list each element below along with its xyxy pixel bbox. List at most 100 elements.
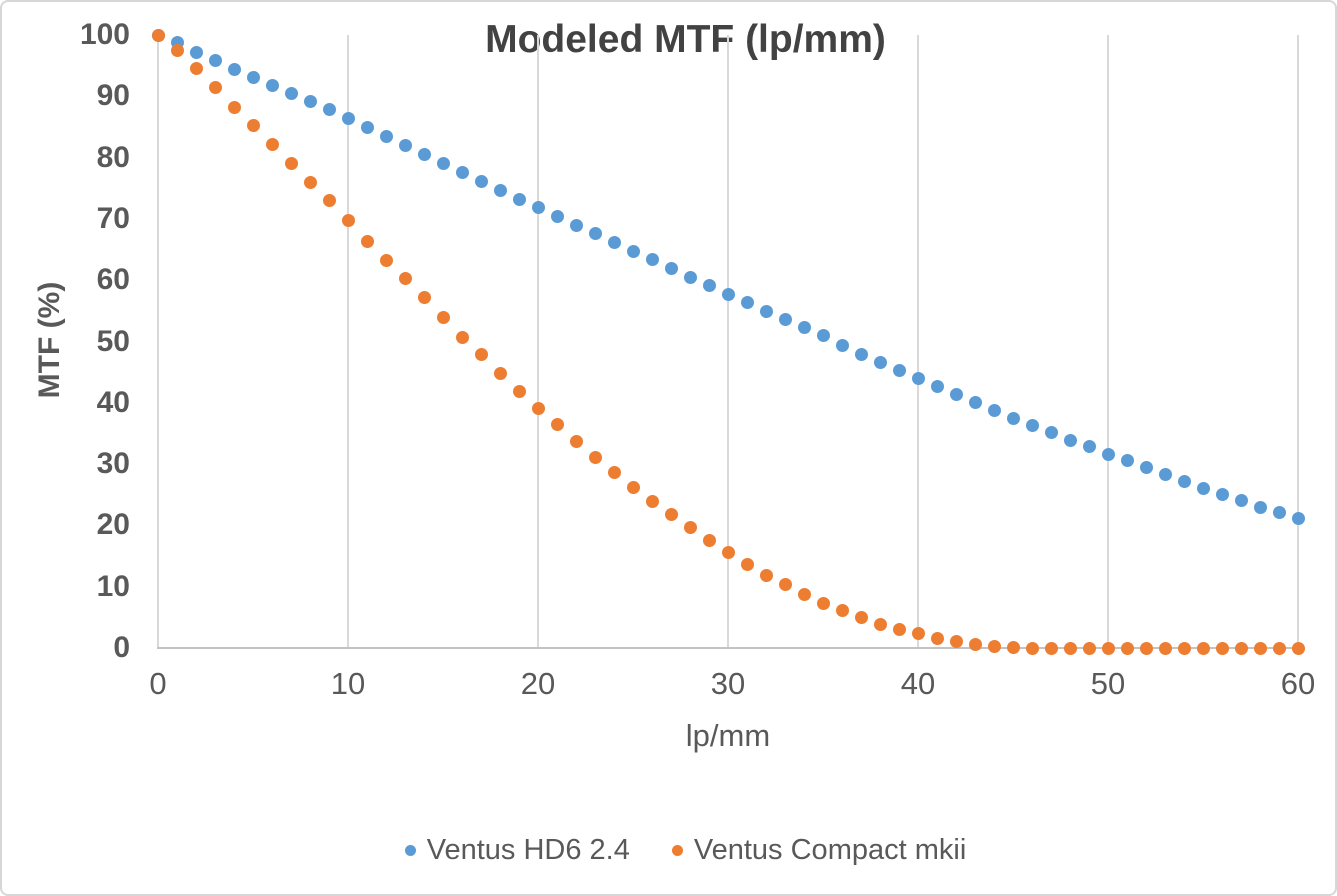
data-point — [1063, 433, 1077, 447]
data-point — [968, 637, 982, 651]
data-point — [892, 363, 906, 377]
x-tick-label: 30 — [710, 666, 746, 701]
y-tick-label: 80 — [96, 140, 130, 174]
y-tick-label: 90 — [96, 79, 130, 113]
data-point — [778, 578, 792, 592]
data-point — [265, 138, 279, 152]
data-point — [1139, 460, 1153, 474]
data-point — [797, 320, 811, 334]
data-point — [1234, 494, 1248, 508]
x-tick-label: 40 — [900, 666, 936, 701]
data-point — [341, 213, 355, 227]
data-point — [664, 262, 678, 276]
data-point — [170, 43, 184, 57]
data-point — [949, 635, 963, 649]
legend-label-ventus-hd6-24: Ventus HD6 2.4 — [426, 834, 630, 866]
data-point — [645, 494, 659, 508]
data-point — [930, 380, 944, 394]
data-point — [265, 78, 279, 92]
data-point — [683, 270, 697, 284]
data-point — [1177, 474, 1191, 488]
data-point — [493, 184, 507, 198]
data-point — [303, 175, 317, 189]
y-tick-label: 60 — [96, 263, 130, 297]
data-point — [854, 347, 868, 361]
data-point — [1177, 641, 1191, 655]
data-point — [1044, 426, 1058, 440]
data-point — [1025, 641, 1039, 655]
data-point — [341, 112, 355, 126]
data-point — [398, 272, 412, 286]
data-point — [645, 253, 659, 267]
vertical-gridline — [347, 35, 349, 648]
data-point — [607, 466, 621, 480]
data-point — [797, 588, 811, 602]
data-point — [664, 508, 678, 522]
legend-item-ventus-hd6-24: Ventus HD6 2.4 — [404, 834, 630, 867]
data-point — [246, 70, 260, 84]
data-point — [1196, 481, 1210, 495]
data-point — [360, 235, 374, 249]
data-point — [778, 312, 792, 326]
data-point — [436, 157, 450, 171]
data-point — [1044, 641, 1058, 655]
legend-item-ventus-compact-mkii: Ventus Compact mkii — [671, 834, 966, 867]
data-point — [1158, 641, 1172, 655]
data-point — [968, 395, 982, 409]
data-point — [873, 355, 887, 369]
vertical-gridline — [727, 35, 729, 648]
data-point — [930, 631, 944, 645]
data-point — [1196, 641, 1210, 655]
data-point — [569, 218, 583, 232]
x-tick-label: 20 — [520, 666, 556, 701]
y-tick-label: 30 — [96, 447, 130, 481]
data-point — [911, 627, 925, 641]
data-point — [512, 192, 526, 206]
legend: Ventus HD6 2.4 Ventus Compact mkii — [2, 834, 1335, 867]
data-point — [607, 236, 621, 250]
x-axis-title: lp/mm — [685, 718, 771, 753]
data-point — [379, 254, 393, 268]
y-tick-label: 20 — [96, 508, 130, 542]
data-point — [208, 81, 222, 95]
data-point — [588, 450, 602, 464]
data-point — [531, 401, 545, 415]
y-tick-label: 70 — [96, 201, 130, 235]
data-point — [246, 119, 260, 133]
data-point — [740, 557, 754, 571]
data-point — [816, 596, 830, 610]
data-point — [759, 304, 773, 318]
y-tick-label: 40 — [96, 385, 130, 419]
data-point — [911, 372, 925, 386]
data-point — [1101, 447, 1115, 461]
data-point — [322, 103, 336, 117]
data-point — [1291, 641, 1305, 655]
y-tick-label: 100 — [79, 18, 130, 51]
x-axis-line — [157, 647, 1301, 649]
plot-area — [151, 28, 1305, 655]
data-point — [398, 138, 412, 152]
data-point — [1253, 641, 1267, 655]
data-point — [189, 62, 203, 76]
vertical-gridline — [537, 35, 539, 648]
data-point — [1158, 468, 1172, 482]
vertical-gridline — [917, 35, 919, 648]
data-point — [455, 165, 469, 179]
data-point — [873, 617, 887, 631]
data-point — [987, 639, 1001, 653]
data-point — [417, 291, 431, 305]
data-point — [360, 121, 374, 135]
data-point — [1215, 487, 1229, 501]
data-point — [1234, 641, 1248, 655]
data-point — [683, 521, 697, 535]
data-point — [284, 156, 298, 170]
data-point — [550, 418, 564, 432]
data-point — [189, 45, 203, 59]
data-point — [1101, 641, 1115, 655]
x-tick-label: 10 — [330, 666, 366, 701]
legend-marker-icon — [404, 845, 416, 856]
data-point — [759, 568, 773, 582]
y-tick-label: 0 — [113, 631, 130, 664]
data-point — [1082, 641, 1096, 655]
data-point — [721, 545, 735, 559]
